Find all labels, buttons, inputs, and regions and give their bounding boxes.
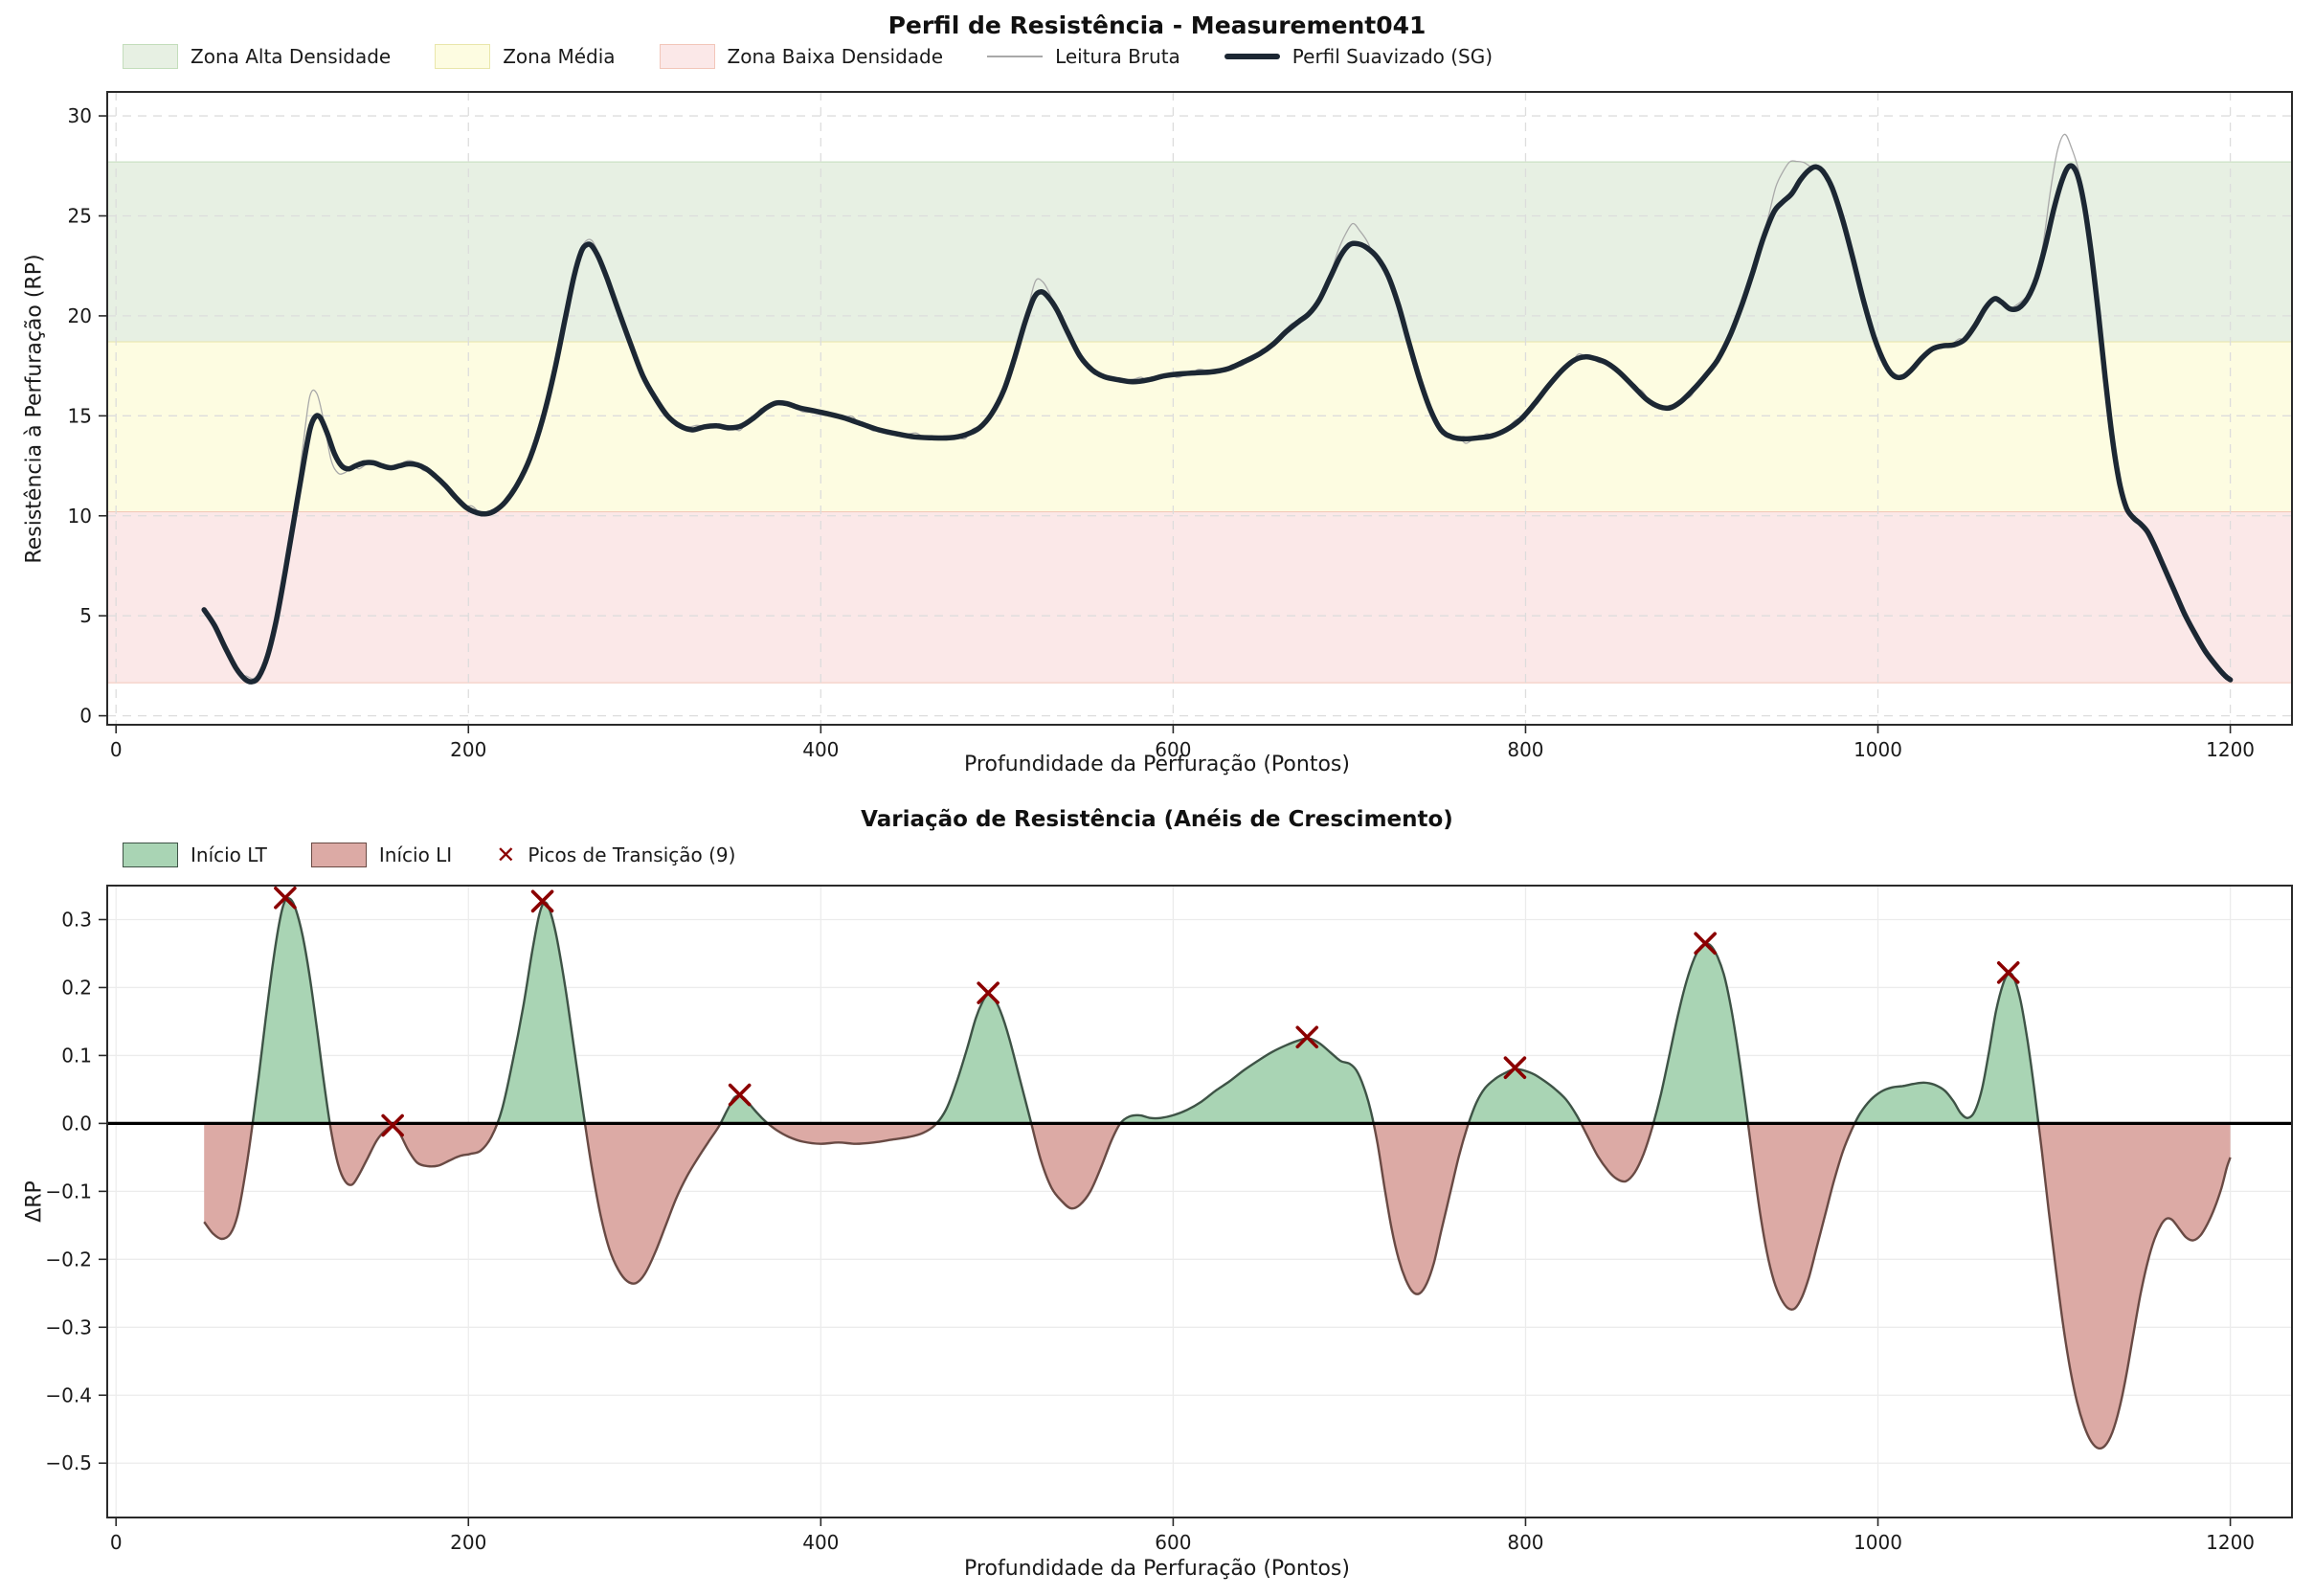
legend-item-label: Zona Alta Densidade [191, 45, 392, 68]
legend-item-inicio-lt: Início LT [123, 843, 267, 867]
legend-patch-swatch [310, 843, 367, 867]
top-chart-title: Perfil de Resistência - Measurement041 [887, 11, 1427, 39]
legend-item-inicio-li: Início LI [310, 843, 453, 867]
area-negative [204, 1123, 2231, 1449]
y-tick-label: −0.2 [45, 1248, 92, 1270]
legend-item-label: Início LT [191, 843, 267, 866]
top-y-axis-label: Resistência à Perfuração (RP) [22, 254, 47, 564]
top-legend: Zona Alta Densidade Zona Média Zona Baixa … [123, 44, 1493, 69]
x-marker-stroke [1996, 961, 2020, 984]
y-tick-label: 30 [68, 104, 92, 127]
x-tick-label: 1200 [2206, 1531, 2255, 1554]
delta-curve-positive [251, 896, 2040, 1124]
zone-band [106, 511, 2293, 684]
top-plot: 0 200 400 600 800 1000 1200 0 5 10 15 20 25 30 [68, 91, 2293, 761]
transition-peak-marker [1503, 1056, 1527, 1079]
x-marker-stroke [274, 886, 297, 910]
transition-peak-marker [530, 889, 554, 913]
legend-item-label: Perfil Suavizado (SG) [1292, 45, 1494, 68]
x-tick-label: 800 [1507, 738, 1543, 761]
x-tick-label: 1200 [2206, 738, 2255, 761]
y-tick-label: 0.3 [61, 908, 92, 931]
transition-peak-marker [381, 1113, 404, 1137]
y-tick-label: 10 [68, 505, 92, 528]
y-tick-label: 15 [68, 404, 92, 427]
bottom-plot: 0 200 400 600 800 1000 1200 0.3 0.2 0.1 0.0 −0.1 −0.… [45, 885, 2293, 1554]
smoothed-profile-line [201, 163, 2234, 685]
x-marker-stroke [977, 981, 1000, 1004]
legend-item-label: Leitura Bruta [1055, 45, 1180, 68]
x-tick-label: 800 [1507, 1531, 1543, 1554]
x-tick-label: 200 [450, 738, 486, 761]
zone-band [106, 341, 2293, 513]
legend-x-marker-icon: ✕ [496, 842, 516, 868]
bottom-y-axis-label: ΔRP [22, 1180, 47, 1223]
zone-band [106, 161, 2293, 343]
transition-peak-marker [728, 1083, 752, 1107]
transition-peak-marker [274, 886, 297, 910]
x-tick-label: 600 [1155, 738, 1191, 761]
y-tick-label: 0 [79, 705, 92, 728]
axis-frame [106, 91, 2293, 726]
x-tick-label: 1000 [1853, 738, 1902, 761]
y-tick-label: 0.2 [61, 976, 92, 999]
x-tick-label: 600 [1155, 1531, 1191, 1554]
y-tick-label: 0.0 [61, 1112, 92, 1135]
area-positive [252, 898, 2039, 1124]
x-tick-label: 0 [110, 738, 123, 761]
bottom-x-axis-label: Profundidade da Perfuração (Pontos) [964, 1557, 1350, 1581]
legend-item-smoothed-profile: Perfil Suavizado (SG) [1224, 45, 1493, 68]
legend-patch-swatch [659, 44, 715, 69]
x-marker-stroke [1503, 1056, 1527, 1079]
y-tick-label: −0.1 [45, 1180, 92, 1203]
y-tick-label: 5 [79, 604, 92, 627]
x-marker-stroke [1295, 1025, 1319, 1049]
legend-item-raw-reading: Leitura Bruta [987, 45, 1180, 68]
legend-item-zone-1: Zona Média [435, 44, 616, 69]
x-marker-stroke [381, 1113, 404, 1137]
transition-peak-marker [1694, 932, 1717, 955]
legend-item-label: Zona Média [503, 45, 616, 68]
x-tick-label: 0 [110, 1531, 123, 1554]
bottom-legend: Início LT Início LI ✕ Picos de Transição (9… [123, 843, 735, 867]
y-tick-label: 20 [68, 304, 92, 327]
y-tick-label: −0.5 [45, 1451, 92, 1474]
transition-peak-marker [1295, 1025, 1319, 1049]
legend-line-swatch [987, 56, 1044, 57]
legend-item-label: Zona Baixa Densidade [727, 45, 944, 68]
transition-peak-marker [977, 981, 1000, 1004]
legend-patch-swatch [123, 44, 178, 69]
x-tick-label: 400 [802, 738, 839, 761]
axis-frame [106, 885, 2293, 1518]
legend-item-transition-peaks: ✕ Picos de Transição (9) [496, 843, 735, 867]
x-marker-stroke [728, 1083, 752, 1107]
x-marker-stroke [1694, 932, 1717, 955]
legend-line-swatch [1224, 54, 1280, 59]
x-tick-label: 400 [802, 1531, 839, 1554]
bottom-chart-title: Variação de Resistência (Anéis de Cresci… [861, 807, 1453, 832]
y-tick-label: −0.3 [45, 1315, 92, 1338]
x-tick-label: 1000 [1853, 1531, 1902, 1554]
y-tick-label: 0.1 [61, 1044, 92, 1067]
legend-item-zone-2: Zona Baixa Densidade [659, 44, 944, 69]
y-tick-label: −0.4 [45, 1383, 92, 1406]
transition-peak-marker [1996, 961, 2020, 984]
top-x-axis-label: Profundidade da Perfuração (Pontos) [964, 753, 1350, 776]
legend-item-label: Picos de Transição (9) [528, 843, 736, 866]
delta-curve-negative [203, 1123, 2232, 1450]
x-tick-label: 200 [450, 1531, 486, 1554]
legend-item-label: Início LI [378, 843, 453, 866]
legend-patch-swatch [123, 843, 178, 867]
legend-item-zone-0: Zona Alta Densidade [123, 44, 391, 69]
legend-patch-swatch [435, 44, 491, 69]
x-marker-stroke [530, 889, 554, 913]
y-tick-label: 25 [68, 204, 92, 227]
